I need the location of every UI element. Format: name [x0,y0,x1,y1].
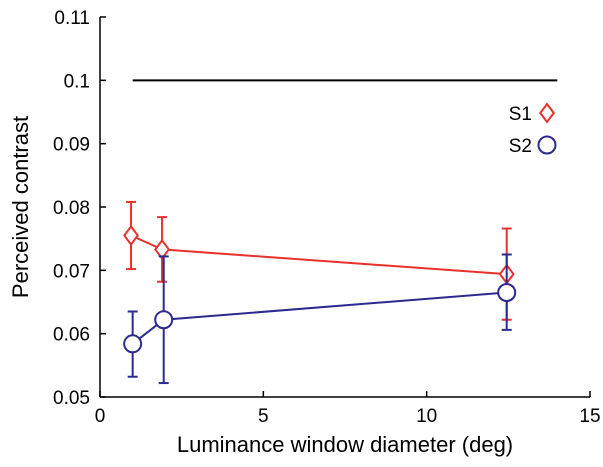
y-tick-label: 0.08 [53,198,90,219]
legend-label-s2: S2 [509,136,532,157]
y-tick-label: 0.09 [53,135,90,156]
data-point-s1 [154,238,171,261]
legend-marker-s1 [539,102,555,124]
legend-marker-s2 [537,135,557,155]
x-tick-label: 5 [258,406,269,427]
axis-ticks: 0 5 10 15 0.05 0.06 0.07 0.08 0.09 0.1 0.11 [53,8,601,427]
y-tick-label: 0.05 [53,388,90,409]
series-group [123,200,517,385]
legend: S1 S2 [509,102,557,157]
data-point-s2 [497,283,517,302]
x-tick-label: 0 [95,406,106,427]
series-line-s1 [130,234,507,276]
data-point-s2 [154,310,174,330]
y-tick-label: 0.1 [64,71,90,92]
x-axis-label: Luminance window diameter (deg) [177,432,513,457]
series-s2 [123,253,517,385]
series-s1 [123,200,515,321]
data-point-s1 [123,224,140,247]
y-tick-label: 0.11 [54,8,90,29]
x-tick-label: 15 [579,406,600,427]
legend-label-s1: S1 [509,104,532,125]
y-axis-label: Perceived contrast [8,116,33,298]
axes [99,17,590,398]
y-tick-label: 0.07 [53,261,90,282]
y-tick-label: 0.06 [53,325,90,346]
x-tick-label: 10 [416,406,437,427]
series-line-s2 [132,291,507,345]
data-point-s2 [123,334,143,354]
